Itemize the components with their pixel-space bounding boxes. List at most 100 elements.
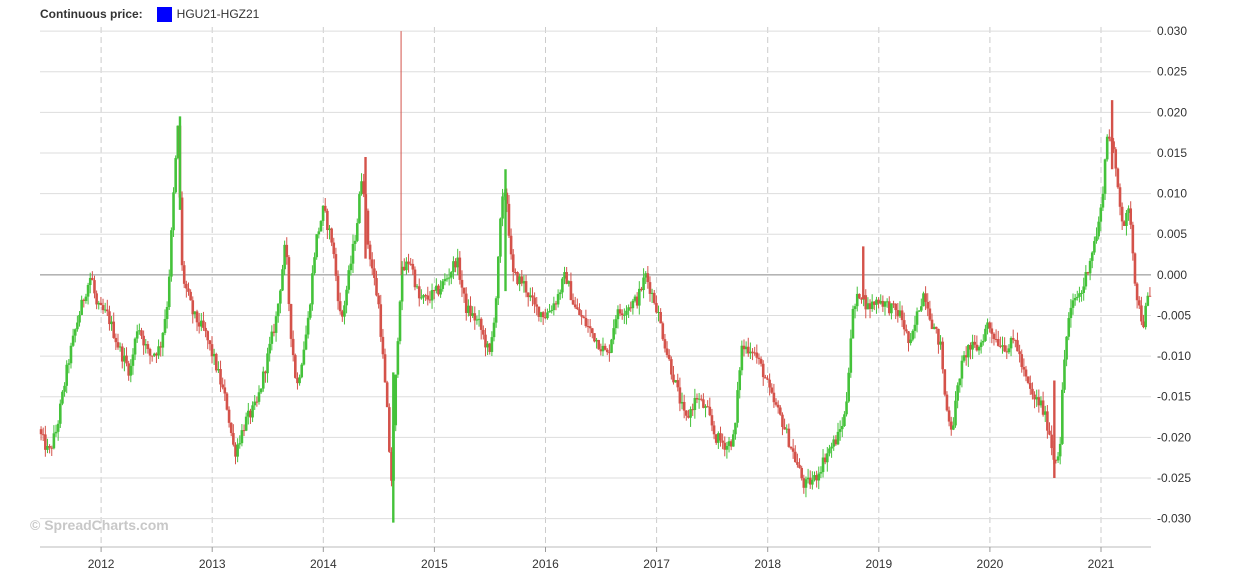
candle-body: [770, 387, 774, 393]
candle-body: [345, 289, 348, 306]
candle-body: [338, 301, 342, 312]
candle-body: [894, 303, 897, 311]
candle-body: [537, 306, 541, 317]
y-tick-label: 0.025: [1157, 65, 1187, 79]
candle-body: [757, 357, 761, 359]
candle-body: [885, 301, 889, 303]
candle-body: [776, 404, 780, 408]
candle-body: [274, 316, 278, 333]
candle-body: [979, 342, 983, 348]
candle-body: [986, 322, 989, 329]
candle-body: [118, 346, 122, 348]
candle-body: [120, 346, 124, 362]
candle-body: [913, 324, 917, 331]
candle-body: [603, 345, 607, 350]
candle-body: [909, 339, 912, 344]
legend-series-name[interactable]: HGU21-HGZ21: [176, 7, 260, 21]
candle-body: [571, 300, 575, 305]
candle-body: [917, 310, 921, 312]
candle-body: [640, 288, 643, 291]
candle-body: [881, 300, 885, 307]
candle-body: [637, 288, 641, 306]
candle-body: [123, 355, 126, 362]
candle-body: [633, 296, 637, 301]
candle-body: [539, 312, 543, 317]
candle-body: [424, 295, 427, 297]
candle-body: [511, 254, 515, 272]
candle-body: [341, 311, 344, 317]
candle-body: [597, 339, 601, 350]
candle-body: [616, 309, 620, 320]
candle-body: [618, 309, 622, 314]
candle-body: [326, 210, 329, 231]
candle-body: [838, 429, 842, 432]
candle-body: [381, 336, 385, 355]
candle-body: [383, 354, 387, 383]
candle-body: [46, 446, 49, 450]
candle-body: [1103, 159, 1107, 194]
candle-body: [732, 434, 735, 447]
candle-body: [781, 414, 784, 427]
candle-body: [860, 298, 863, 300]
candle-body: [379, 304, 383, 337]
candle-body: [494, 298, 498, 323]
x-tick-label: 2012: [88, 557, 115, 571]
candle-body: [1001, 345, 1004, 347]
candle-body: [148, 349, 152, 356]
candle-body: [915, 311, 919, 325]
candle-body: [1133, 253, 1137, 284]
candle-body: [426, 295, 430, 300]
candle-body: [708, 406, 712, 416]
candle-body: [1065, 336, 1068, 360]
candle-body: [490, 337, 494, 352]
candle-body: [1088, 260, 1092, 274]
candle-body: [1146, 295, 1150, 306]
candle-body: [514, 271, 517, 273]
candle-body: [851, 308, 855, 339]
candle-body: [112, 321, 116, 338]
candle-body: [704, 406, 707, 408]
x-tick-label: 2021: [1088, 557, 1115, 571]
candle-body: [247, 410, 250, 417]
candle-body: [443, 279, 447, 282]
candle-body: [61, 391, 64, 404]
candle-body: [353, 240, 357, 244]
y-tick-label: 0.015: [1157, 146, 1187, 160]
candle-body: [441, 281, 445, 289]
candle-body: [1125, 212, 1128, 226]
candle-body: [721, 440, 724, 443]
candle-body: [815, 475, 818, 481]
candle-body: [967, 345, 970, 358]
candle-body: [165, 306, 169, 320]
candle-body: [546, 312, 549, 319]
candle-body: [157, 346, 160, 356]
candle-body: [689, 409, 692, 418]
candle-body: [73, 329, 77, 336]
candle-body: [1011, 338, 1015, 340]
candle-body: [1039, 400, 1043, 406]
candle-body: [994, 338, 998, 340]
x-axis-ticks: 2012 2013 2014 2015 2016 2017 2018 2019 2020 2021: [88, 547, 1115, 571]
candle-body: [887, 301, 891, 314]
y-axis-ticks: 0.030 0.025 0.020 0.015 0.010 0.005 0.000 -0.00…: [1157, 24, 1191, 526]
candle-body: [740, 345, 744, 371]
candle-body: [420, 297, 423, 299]
candle-body: [610, 339, 613, 353]
candle-body: [291, 338, 295, 356]
candle-body: [368, 244, 372, 260]
candle-body: [1058, 443, 1062, 457]
candle-body: [524, 281, 528, 293]
candle-body: [467, 305, 470, 313]
candle-body: [932, 326, 936, 329]
candle-body: [858, 293, 861, 299]
candle-body: [734, 422, 737, 435]
candle-body: [590, 328, 594, 334]
candle-body: [971, 341, 974, 350]
legend-swatch[interactable]: [156, 6, 172, 22]
candle-body: [588, 326, 592, 329]
candle-body: [279, 290, 282, 304]
candle-body: [1016, 340, 1019, 352]
candle-body: [435, 285, 438, 291]
candle-body: [526, 292, 530, 298]
